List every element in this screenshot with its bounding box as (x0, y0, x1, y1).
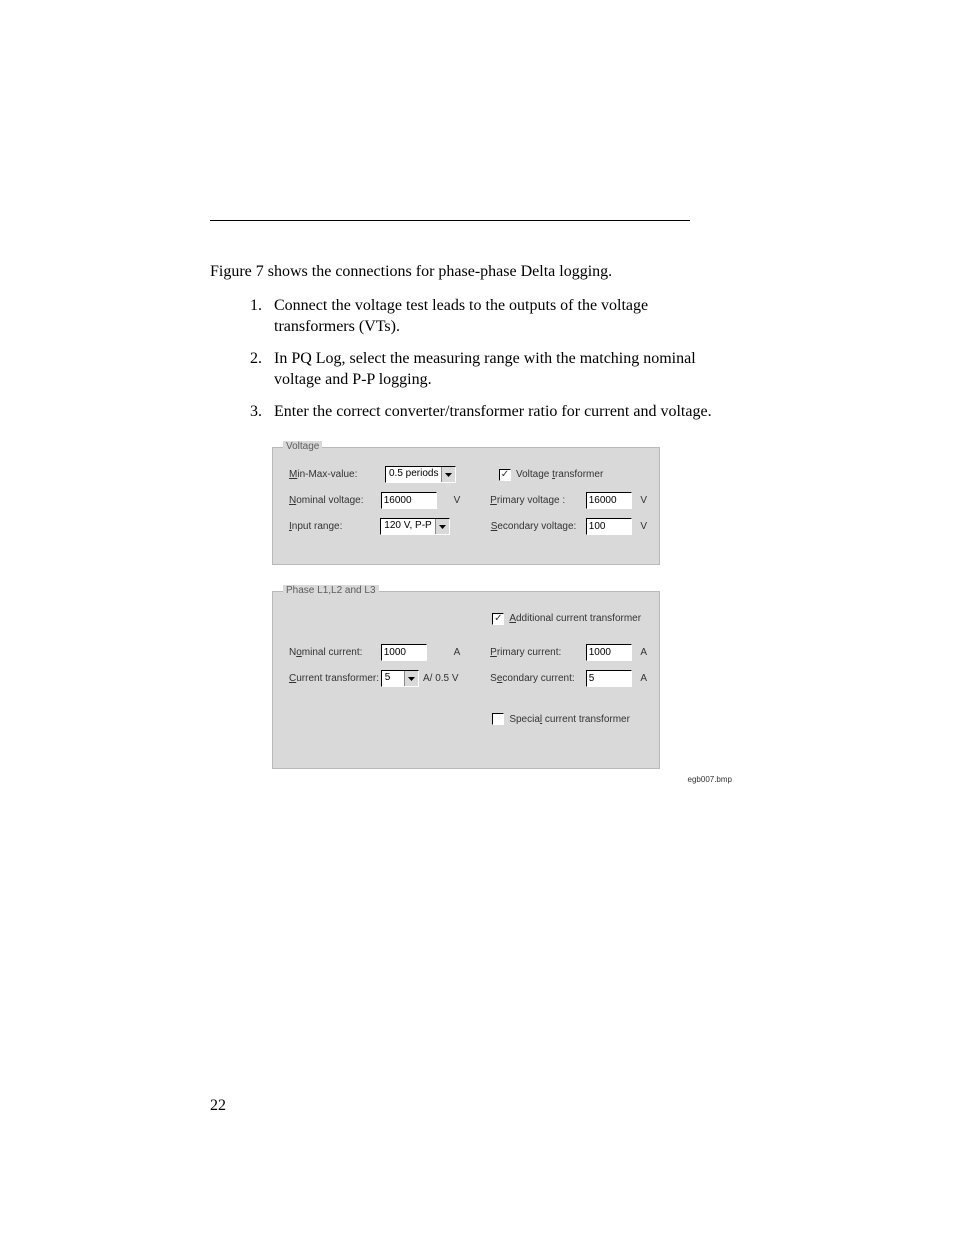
nominal-voltage-input[interactable] (381, 492, 437, 509)
checkbox-icon: ✓ (499, 469, 511, 481)
minmax-label: Min-Max-value: (289, 469, 385, 480)
primary-current-input[interactable] (586, 644, 632, 661)
voltage-group-title: Voltage (283, 441, 322, 452)
secondary-voltage-input[interactable] (586, 518, 632, 535)
minmax-value: 0.5 periods (386, 467, 441, 482)
image-filename-caption: egb007.bmp (272, 775, 732, 784)
special-ct-checkbox[interactable]: Special current transformer (492, 713, 630, 725)
dropdown-arrow-icon (435, 519, 449, 534)
secondary-current-unit: A (632, 673, 647, 684)
nominal-voltage-label: Nominal voltage: (289, 495, 381, 506)
software-screenshot: Voltage Min-Max-value: 0.5 periods ✓ (272, 447, 660, 769)
phase-groupbox: Phase L1,L2 and L3 ✓ Additional current … (272, 591, 660, 769)
input-range-dropdown[interactable]: 120 V, P-P (380, 518, 450, 535)
page-number: 22 (210, 1097, 226, 1115)
primary-voltage-unit: V (632, 495, 647, 506)
ct-unit: A/ 0.5 V (419, 673, 484, 684)
additional-ct-checkbox[interactable]: ✓ Additional current transformer (492, 613, 641, 625)
secondary-voltage-label: Secondary voltage: (491, 521, 586, 532)
voltage-transformer-label: Voltage transformer (516, 469, 603, 480)
voltage-groupbox: Voltage Min-Max-value: 0.5 periods ✓ (272, 447, 660, 565)
minmax-dropdown[interactable]: 0.5 periods (385, 466, 456, 483)
input-range-label: Input range: (289, 521, 380, 532)
ct-label: Current transformer: (289, 673, 381, 684)
nominal-current-input[interactable] (381, 644, 427, 661)
input-range-value: 120 V, P-P (381, 519, 435, 534)
dropdown-arrow-icon (441, 467, 455, 482)
primary-current-unit: A (632, 647, 647, 658)
phase-group-title: Phase L1,L2 and L3 (283, 585, 379, 596)
primary-voltage-label: Primary voltage : (490, 495, 586, 506)
step-item: In PQ Log, select the measuring range wi… (266, 348, 724, 391)
secondary-voltage-unit: V (632, 521, 647, 532)
step-item: Enter the correct converter/transformer … (266, 401, 724, 423)
nominal-voltage-unit: V (450, 495, 485, 506)
nominal-current-unit: A (450, 647, 485, 658)
special-ct-label: Special current transformer (509, 714, 630, 725)
dropdown-arrow-icon (404, 671, 418, 686)
checkbox-icon (492, 713, 504, 725)
voltage-transformer-checkbox[interactable]: ✓ Voltage transformer (499, 469, 603, 481)
header-rule (210, 220, 690, 221)
ct-value: 5 (382, 671, 404, 686)
primary-current-label: Primary current: (490, 647, 586, 658)
nominal-current-label: Nominal current: (289, 647, 381, 658)
steps-list: Connect the voltage test leads to the ou… (210, 295, 724, 423)
additional-ct-label: Additional current transformer (509, 613, 641, 624)
secondary-current-label: Secondary current: (490, 673, 586, 684)
ct-dropdown[interactable]: 5 (381, 670, 419, 687)
intro-text: Figure 7 shows the connections for phase… (210, 261, 724, 283)
checkbox-icon: ✓ (492, 613, 504, 625)
secondary-current-input[interactable] (586, 670, 632, 687)
primary-voltage-input[interactable] (586, 492, 632, 509)
step-item: Connect the voltage test leads to the ou… (266, 295, 724, 338)
